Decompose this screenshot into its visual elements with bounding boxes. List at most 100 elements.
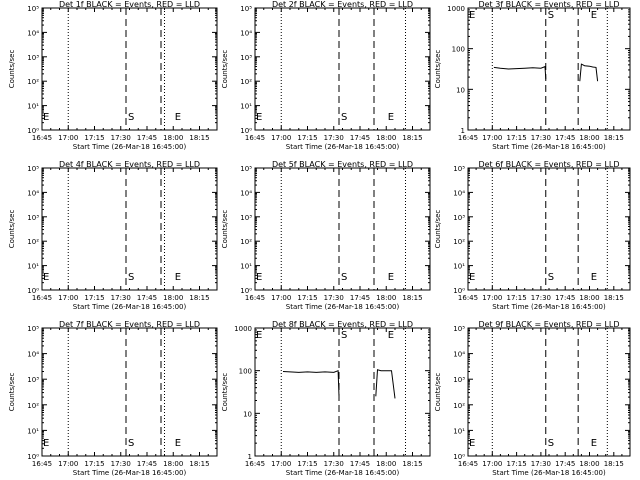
x-tick-label: 17:00 xyxy=(482,294,502,302)
x-axis-label: Start Time (26-Mar-18 16:45:00) xyxy=(73,143,187,151)
y-axis-label: Counts/sec xyxy=(434,373,442,412)
x-tick-label: 18:15 xyxy=(604,294,624,302)
panel-title: Det 6f BLACK = Events, RED = LLD xyxy=(478,160,619,169)
x-axis-label: Start Time (26-Mar-18 16:45:00) xyxy=(73,303,187,311)
y-tick-label: 10⁴ xyxy=(27,189,39,197)
x-tick-label: 18:00 xyxy=(579,294,599,302)
x-tick-label: 17:45 xyxy=(137,134,157,142)
y-tick-label: 10² xyxy=(240,238,252,246)
y-tick-label: 10⁵ xyxy=(240,165,252,173)
detector-panel: Det 8f BLACK = Events, RED = LLD 16:45 17:… xyxy=(221,320,431,477)
y-tick-label: 10 xyxy=(456,86,465,94)
x-tick-label: 17:45 xyxy=(555,460,575,468)
y-tick-label: 10⁵ xyxy=(453,325,465,333)
events-series-line xyxy=(375,369,396,399)
x-tick-label: 18:15 xyxy=(189,294,209,302)
x-axis-label: Start Time (26-Mar-18 16:45:00) xyxy=(286,469,400,477)
x-tick-label: 17:30 xyxy=(531,460,551,468)
y-axis-label: Counts/sec xyxy=(8,210,16,249)
y-axis-label: Counts/sec xyxy=(434,50,442,89)
y-axis-label: Counts/sec xyxy=(434,210,442,249)
x-tick-label: 16:45 xyxy=(458,134,478,142)
detector-panel: Det 3f BLACK = Events, RED = LLD 16:45 17:… xyxy=(434,0,631,151)
end-marker-label: E xyxy=(388,112,394,123)
y-tick-label: 10⁵ xyxy=(240,5,252,13)
y-tick-label: 10⁰ xyxy=(453,453,465,461)
x-tick-label: 17:45 xyxy=(350,134,370,142)
y-tick-label: 10¹ xyxy=(27,427,39,435)
start-marker-label: S xyxy=(548,438,554,449)
panel-title: Det 8f BLACK = Events, RED = LLD xyxy=(272,320,413,329)
left-edge-marker-label: E xyxy=(469,438,475,449)
y-tick-label: 10² xyxy=(240,78,252,86)
y-tick-label: 1 xyxy=(461,127,465,135)
end-marker-label: E xyxy=(175,272,181,283)
x-tick-label: 17:00 xyxy=(482,460,502,468)
y-tick-label: 100 xyxy=(239,368,252,376)
y-axis-label: Counts/sec xyxy=(8,50,16,89)
y-tick-label: 10¹ xyxy=(453,263,465,271)
y-tick-label: 10⁰ xyxy=(240,287,252,295)
start-marker-label: S xyxy=(341,112,347,123)
x-tick-label: 17:00 xyxy=(271,294,291,302)
events-series-line xyxy=(493,65,547,80)
x-tick-label: 17:30 xyxy=(111,460,131,468)
x-tick-label: 17:15 xyxy=(297,294,317,302)
x-tick-label: 16:45 xyxy=(32,294,52,302)
y-axis-label: Counts/sec xyxy=(221,50,229,89)
x-tick-label: 18:00 xyxy=(579,460,599,468)
y-tick-label: 10⁵ xyxy=(27,325,39,333)
x-tick-label: 16:45 xyxy=(245,460,265,468)
start-marker-label: S xyxy=(128,272,134,283)
x-tick-label: 17:00 xyxy=(58,294,78,302)
y-tick-label: 10 xyxy=(243,410,252,418)
left-edge-marker-label: E xyxy=(469,10,475,21)
x-tick-label: 16:45 xyxy=(245,134,265,142)
x-tick-label: 18:00 xyxy=(163,294,183,302)
end-marker-label: E xyxy=(388,330,394,341)
x-tick-label: 17:45 xyxy=(137,460,157,468)
x-tick-label: 17:30 xyxy=(324,294,344,302)
detector-panel: Det 9f BLACK = Events, RED = LLD 16:45 17:… xyxy=(434,320,631,477)
x-tick-label: 18:00 xyxy=(376,134,396,142)
x-tick-label: 17:00 xyxy=(271,134,291,142)
x-tick-label: 18:00 xyxy=(579,134,599,142)
y-tick-label: 10¹ xyxy=(453,427,465,435)
start-marker-label: S xyxy=(128,112,134,123)
y-tick-label: 10¹ xyxy=(240,263,252,271)
y-tick-label: 100 xyxy=(452,46,465,54)
x-tick-label: 18:00 xyxy=(376,460,396,468)
end-marker-label: E xyxy=(388,272,394,283)
panel-title: Det 4f BLACK = Events, RED = LLD xyxy=(59,160,200,169)
y-tick-label: 10⁵ xyxy=(27,165,39,173)
x-axis-label: Start Time (26-Mar-18 16:45:00) xyxy=(286,303,400,311)
y-tick-label: 10⁵ xyxy=(453,165,465,173)
x-tick-label: 17:30 xyxy=(111,294,131,302)
left-edge-marker-label: E xyxy=(256,330,262,341)
x-tick-label: 18:15 xyxy=(189,134,209,142)
x-tick-label: 18:15 xyxy=(604,134,624,142)
y-tick-label: 10² xyxy=(453,238,465,246)
start-marker-label: S xyxy=(128,438,134,449)
x-axis-label: Start Time (26-Mar-18 16:45:00) xyxy=(73,469,187,477)
end-marker-label: E xyxy=(591,438,597,449)
y-tick-label: 10² xyxy=(27,78,39,86)
x-tick-label: 18:15 xyxy=(402,460,422,468)
y-tick-label: 10⁰ xyxy=(453,287,465,295)
x-tick-label: 17:30 xyxy=(324,134,344,142)
left-edge-marker-label: E xyxy=(256,112,262,123)
y-tick-label: 10⁰ xyxy=(27,453,39,461)
start-marker-label: S xyxy=(548,10,554,21)
left-edge-marker-label: E xyxy=(43,272,49,283)
x-tick-label: 17:30 xyxy=(531,294,551,302)
panel-title: Det 2f BLACK = Events, RED = LLD xyxy=(272,0,413,9)
x-axis-label: Start Time (26-Mar-18 16:45:00) xyxy=(492,303,606,311)
start-marker-label: S xyxy=(548,272,554,283)
x-tick-label: 17:30 xyxy=(324,460,344,468)
y-tick-label: 10¹ xyxy=(240,103,252,111)
x-tick-label: 17:00 xyxy=(58,134,78,142)
left-edge-marker-label: E xyxy=(256,272,262,283)
panel-title: Det 7f BLACK = Events, RED = LLD xyxy=(59,320,200,329)
start-marker-label: S xyxy=(341,272,347,283)
